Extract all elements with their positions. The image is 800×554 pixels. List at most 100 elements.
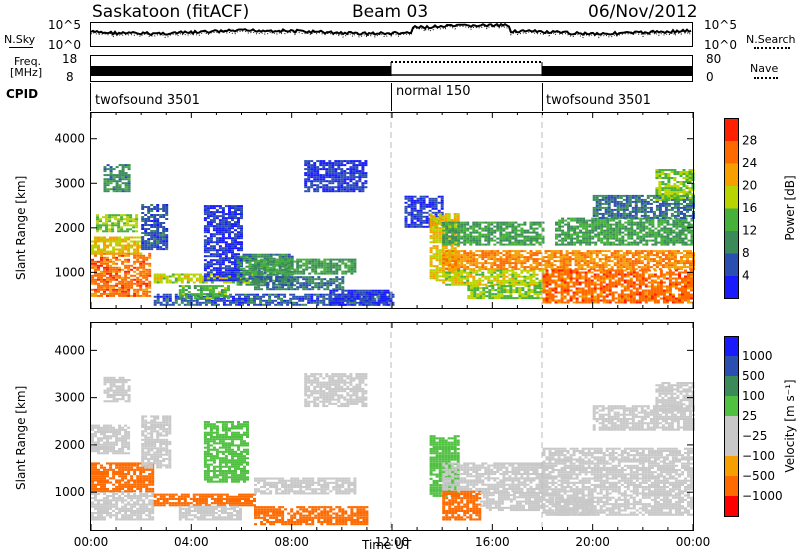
power-cell (592, 268, 596, 271)
power-cell (287, 260, 291, 263)
power-cell (503, 289, 507, 292)
power-cell (314, 258, 318, 261)
power-cell (529, 258, 533, 261)
power-cell (453, 213, 457, 216)
power-cell (593, 285, 597, 288)
power-cell (457, 231, 461, 234)
power-cell (274, 303, 278, 306)
power-cell (103, 174, 107, 177)
power-cell (304, 178, 308, 181)
power-cell (215, 251, 219, 254)
power-cell (472, 268, 476, 271)
power-cell (502, 281, 506, 284)
power-cell (263, 262, 267, 265)
power-cell (432, 271, 436, 274)
power-cell (445, 250, 449, 253)
power-cell (311, 280, 315, 283)
power-cell (535, 223, 539, 226)
power-cell (626, 293, 630, 296)
power-cell (445, 264, 449, 267)
power-cell (502, 223, 506, 226)
power-cell (550, 266, 554, 269)
power-cell (526, 229, 530, 232)
power-cell (505, 221, 509, 224)
power-cell (538, 264, 542, 267)
power-cell (308, 282, 312, 285)
power-cell (554, 281, 558, 284)
power-cell (219, 277, 223, 280)
power-cell (142, 280, 146, 283)
power-cell (214, 285, 218, 288)
power-cell (593, 301, 597, 304)
power-cell (432, 257, 436, 260)
power-cell (658, 264, 662, 267)
power-cell (655, 262, 659, 265)
power-cell (150, 246, 154, 249)
power-cell (165, 208, 169, 210)
power-cell (368, 291, 372, 294)
power-cell (141, 238, 145, 241)
power-cell (505, 271, 509, 274)
power-cell (539, 291, 543, 294)
power-cell (538, 237, 542, 240)
power-cell (317, 286, 321, 289)
power-cell (350, 272, 354, 275)
power-cell (350, 258, 354, 261)
power-cell (475, 271, 479, 274)
power-cell (637, 266, 641, 269)
power-cell (444, 217, 448, 220)
power-cell (358, 303, 362, 306)
power-cell (171, 275, 175, 278)
power-cell (96, 230, 99, 233)
power-cell (523, 268, 527, 271)
power-cell (490, 271, 494, 274)
power-cell (115, 282, 119, 285)
power-cell (314, 284, 318, 287)
power-cell (634, 250, 638, 253)
power-cell (523, 239, 527, 242)
power-cell (587, 283, 591, 286)
power-cell (445, 235, 449, 238)
power-cell (676, 262, 680, 265)
power-cell (484, 227, 488, 230)
power-cell (221, 279, 225, 282)
power-cell (596, 295, 600, 298)
power-cell (208, 297, 212, 300)
power-cell (100, 278, 103, 281)
power-cell (91, 248, 94, 251)
power-cell (616, 256, 620, 259)
power-cell (533, 285, 537, 288)
power-cell (286, 303, 290, 306)
power-cell (224, 231, 228, 234)
power-cell (413, 205, 417, 208)
power-cell (478, 243, 482, 246)
power-cell (316, 295, 320, 298)
power-cell (429, 241, 433, 244)
power-cell (257, 259, 261, 262)
power-cell (368, 289, 372, 292)
power-cell (106, 178, 110, 181)
power-cell (349, 172, 353, 175)
power-cell (121, 292, 125, 295)
power-cell (121, 250, 125, 253)
power-cell (94, 262, 97, 265)
power-cell (254, 264, 257, 267)
power-cell (237, 237, 240, 240)
power-cell (162, 216, 166, 218)
power-cell (121, 164, 125, 167)
power-cell (419, 223, 423, 226)
power-cell (629, 293, 633, 296)
power-cell (121, 174, 125, 177)
power-cell (499, 225, 503, 228)
power-cell (263, 260, 267, 263)
power-cell (338, 301, 342, 304)
power-cell (374, 301, 378, 304)
power-cell (451, 233, 455, 236)
power-cell (410, 211, 414, 214)
power-cell (141, 228, 145, 230)
power-cell (159, 303, 163, 306)
power-cell (361, 174, 365, 177)
power-cell (311, 264, 315, 267)
power-cell (568, 256, 572, 259)
power-cell (554, 287, 558, 290)
